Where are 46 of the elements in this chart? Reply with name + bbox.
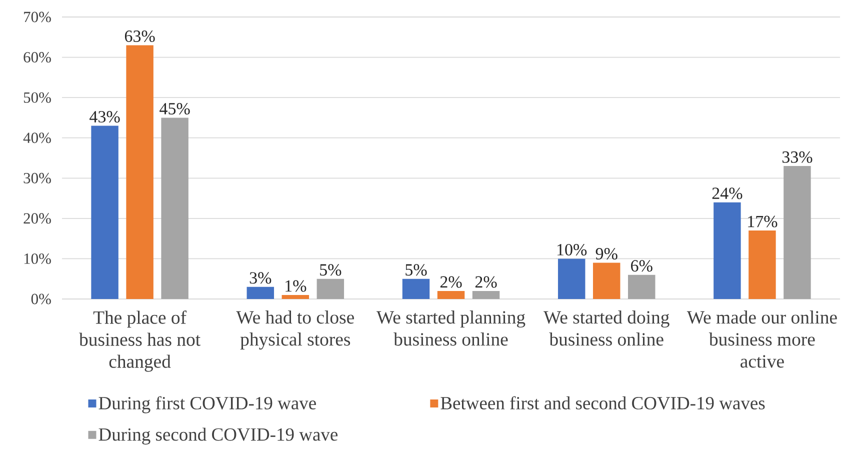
data-label: 17% — [748, 216, 778, 228]
legend-label: During second COVID-19 wave — [98, 428, 338, 445]
data-label: 5% — [406, 264, 427, 276]
bar — [246, 286, 274, 299]
bar — [282, 294, 310, 299]
bar — [784, 166, 811, 299]
data-label: 5% — [320, 264, 342, 276]
bar — [558, 258, 586, 299]
x-tick-label: We had to close physical stores — [236, 310, 354, 350]
bar — [628, 274, 656, 299]
legend-label: Between first and second COVID-19 waves — [440, 396, 765, 410]
x-tick-label: We started doing business online — [544, 310, 670, 346]
y-tick-label: 30% — [24, 172, 51, 184]
x-tick-label: The place of business has not changed — [79, 310, 200, 372]
bar — [748, 230, 776, 299]
bar — [316, 278, 344, 299]
data-label: 3% — [250, 272, 272, 284]
legend-label: During first COVID-19 wave — [98, 396, 316, 414]
data-label: 1% — [286, 280, 306, 292]
y-tick-label: 40% — [23, 132, 51, 144]
data-label: 63% — [124, 30, 155, 42]
data-label: 24% — [712, 188, 742, 200]
x-tick-label: We started planning business online — [376, 310, 526, 346]
x-tick-label: We made our online business more active — [686, 310, 837, 368]
bar — [714, 202, 741, 299]
y-tick-label: 70% — [24, 12, 51, 22]
data-label: 9% — [596, 248, 618, 260]
bar — [91, 126, 118, 299]
data-label: 45% — [160, 102, 190, 115]
data-label: 2% — [440, 276, 462, 288]
bar — [472, 290, 500, 299]
y-tick-label: 60% — [24, 52, 51, 63]
data-label: 43% — [90, 111, 120, 123]
bar — [402, 278, 430, 299]
bar — [592, 262, 620, 299]
data-label: 2% — [475, 276, 497, 288]
data-label: 6% — [631, 260, 652, 272]
y-tick-label: 50% — [24, 92, 51, 103]
data-label: 10% — [558, 244, 587, 256]
y-tick-label: 20% — [24, 213, 51, 224]
bar — [126, 45, 154, 299]
y-tick-label: 0% — [31, 294, 51, 304]
y-tick-label: 10% — [24, 253, 51, 264]
data-label: 33% — [782, 151, 812, 163]
bar — [161, 118, 188, 299]
bar — [437, 290, 465, 299]
